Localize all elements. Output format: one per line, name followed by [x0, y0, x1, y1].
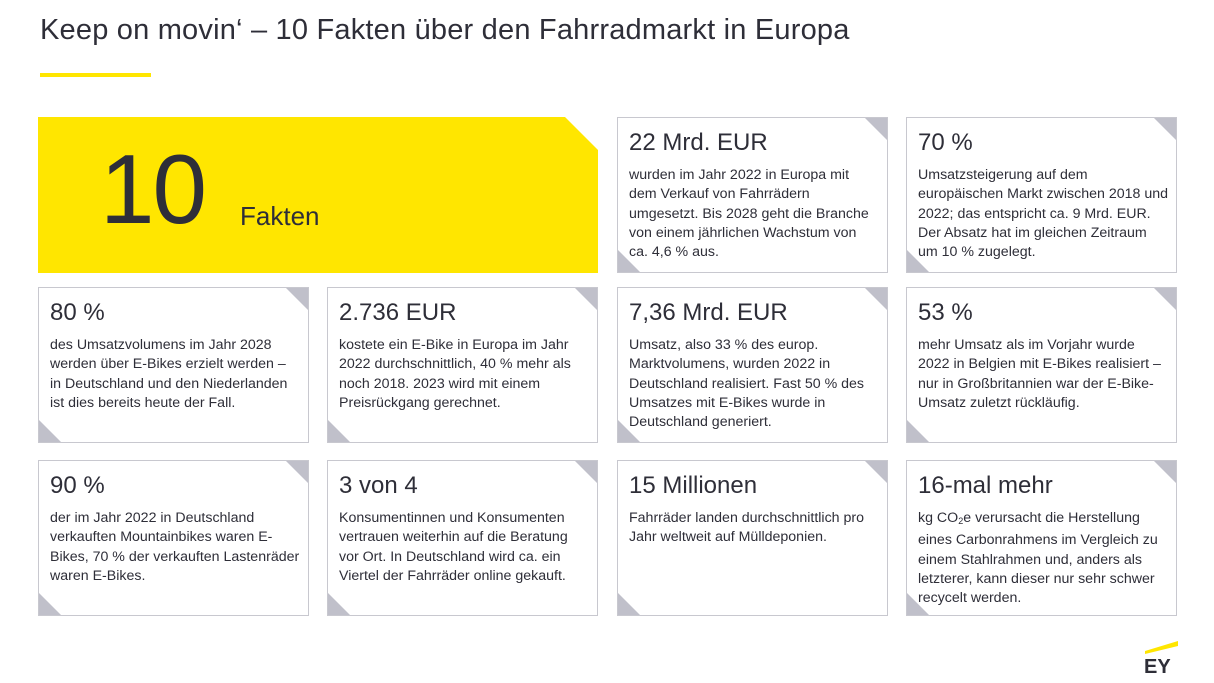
corner-top-right — [575, 461, 597, 483]
fact-headline: 53 % — [918, 299, 973, 326]
corner-bottom-left — [907, 250, 929, 272]
fact-headline: 7,36 Mrd. EUR — [629, 299, 788, 326]
ey-logo-text: EY — [1144, 656, 1171, 676]
fact-text: Umsatzsteigerung auf dem europäischen Ma… — [918, 167, 1169, 261]
fact-text: Umsatz, also 33 % des europ. Marktvolume… — [629, 337, 864, 431]
fact-headline: 80 % — [50, 299, 105, 326]
title-underline — [40, 73, 151, 77]
hero-label: Fakten — [240, 201, 320, 231]
fact-card-9: 15 Millionen Fahrräder landen durchschni… — [617, 460, 888, 616]
page-title: Keep on movin‘ – 10 Fakten über den Fahr… — [40, 14, 850, 46]
corner-bottom-left — [328, 593, 350, 615]
fact-text: des Umsatzvolumens im Jahr 2028 werden ü… — [50, 337, 288, 411]
fact-headline: 2.736 EUR — [339, 299, 457, 326]
fact-card-8: 3 von 4 Konsumentinnen und Konsumenten v… — [327, 460, 598, 616]
corner-top-right — [865, 288, 887, 310]
corner-bottom-left — [39, 420, 61, 442]
fact-text: mehr Umsatz als im Vorjahr wurde 2022 in… — [918, 337, 1161, 411]
fact-text: der im Jahr 2022 in Deutschland verkauft… — [50, 510, 300, 584]
fact-text: wurden im Jahr 2022 in Europa mit dem Ve… — [629, 167, 869, 261]
corner-top-right — [286, 288, 308, 310]
corner-top-right — [286, 461, 308, 483]
corner-top-right — [1154, 118, 1176, 140]
fact-text: Konsumentinnen und Konsumenten vertrauen… — [339, 510, 568, 584]
fact-headline: 16-mal mehr — [918, 472, 1053, 499]
corner-bottom-left — [39, 593, 61, 615]
corner-bottom-left — [618, 593, 640, 615]
corner-bottom-left — [328, 420, 350, 442]
fact-card-3: 80 % des Umsatzvolumens im Jahr 2028 wer… — [38, 287, 309, 443]
corner-top-right — [575, 288, 597, 310]
hero-banner: 10 Fakten — [38, 117, 598, 273]
fact-text-suffix: e verursacht die Herstellung eines Carbo… — [918, 510, 1158, 607]
fact-text-subscript: 2 — [958, 516, 964, 526]
fact-card-2: 70 % Umsatzsteigerung auf dem europäisch… — [906, 117, 1177, 273]
fact-headline: 15 Millionen — [629, 472, 758, 499]
corner-top-right — [865, 118, 887, 140]
corner-top-right — [1154, 461, 1176, 483]
fact-card-7: 90 % der im Jahr 2022 in Deutschland ver… — [38, 460, 309, 616]
corner-bottom-left — [618, 250, 640, 272]
fact-headline: 22 Mrd. EUR — [629, 129, 768, 156]
fact-headline: 70 % — [918, 129, 973, 156]
fact-card-1: 22 Mrd. EUR wurden im Jahr 2022 in Europ… — [617, 117, 888, 273]
corner-top-right — [1154, 288, 1176, 310]
fact-card-5: 7,36 Mrd. EUR Umsatz, also 33 % des euro… — [617, 287, 888, 443]
fact-card-6: 53 % mehr Umsatz als im Vorjahr wurde 20… — [906, 287, 1177, 443]
corner-top-right — [865, 461, 887, 483]
corner-bottom-left — [618, 420, 640, 442]
fact-text: kg CO2e verursacht die Herstellung eines… — [918, 509, 1168, 608]
fact-text: Fahrräder landen durchschnittlich pro Ja… — [629, 510, 865, 546]
fact-text-prefix: kg CO — [918, 510, 959, 526]
fact-text: kostete ein E-Bike in Europa im Jahr 202… — [339, 337, 571, 411]
fact-card-10: 16-mal mehr kg CO2e verursacht die Herst… — [906, 460, 1177, 616]
corner-bottom-left — [907, 593, 929, 615]
fact-headline: 90 % — [50, 472, 105, 499]
hero-number: 10 — [100, 134, 207, 244]
ey-logo-icon: EY — [1140, 638, 1180, 678]
fact-card-4: 2.736 EUR kostete ein E-Bike in Europa i… — [327, 287, 598, 443]
ey-logo-graphic: EY — [1144, 641, 1178, 678]
fact-headline: 3 von 4 — [339, 472, 418, 499]
corner-bottom-left — [907, 420, 929, 442]
